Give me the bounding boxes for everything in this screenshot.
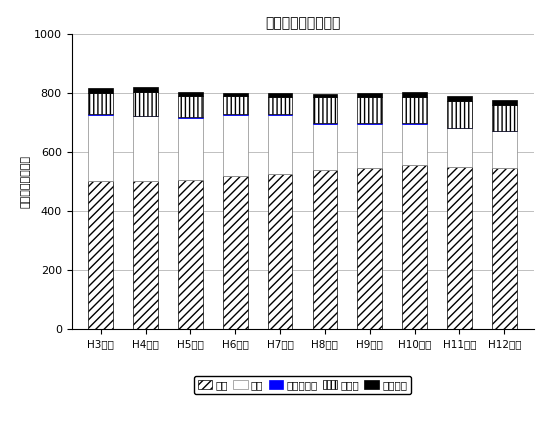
Bar	[133, 181, 158, 329]
Bar	[89, 88, 113, 93]
Bar	[358, 93, 382, 97]
Bar	[268, 174, 293, 329]
Title: ごみ処理形態の推移: ごみ処理形態の推移	[265, 16, 340, 30]
Bar	[178, 180, 203, 329]
Bar	[178, 118, 203, 180]
Bar	[312, 124, 337, 170]
Bar	[268, 114, 293, 115]
Bar	[178, 96, 203, 117]
Bar	[223, 115, 248, 176]
Bar	[268, 93, 293, 97]
Bar	[402, 123, 427, 124]
Bar	[312, 94, 337, 97]
Bar	[178, 117, 203, 118]
Bar	[358, 124, 382, 168]
Bar	[89, 181, 113, 329]
Bar	[268, 97, 293, 114]
Bar	[447, 101, 472, 128]
Bar	[358, 168, 382, 329]
Bar	[492, 131, 516, 168]
Bar	[133, 87, 158, 92]
Bar	[89, 114, 113, 115]
Bar	[223, 114, 248, 115]
Bar	[402, 92, 427, 97]
Bar	[312, 97, 337, 123]
Bar	[223, 96, 248, 114]
Bar	[492, 168, 516, 329]
Bar	[402, 124, 427, 165]
Bar	[312, 123, 337, 124]
Bar	[178, 92, 203, 96]
Bar	[358, 97, 382, 123]
Bar	[223, 176, 248, 329]
Bar	[89, 115, 113, 181]
Bar	[447, 167, 472, 329]
Bar	[492, 100, 516, 105]
Y-axis label: 処理量（ｔ／年）: 処理量（ｔ／年）	[21, 155, 31, 208]
Bar	[447, 96, 472, 101]
Bar	[268, 115, 293, 174]
Bar	[402, 97, 427, 123]
Bar	[312, 170, 337, 329]
Bar	[89, 93, 113, 114]
Bar	[133, 116, 158, 181]
Bar	[447, 128, 472, 167]
Bar	[492, 105, 516, 131]
Bar	[133, 92, 158, 116]
Bar	[402, 165, 427, 329]
Legend: 焼却, 埋立, 高速堆肚化, その他, 自家処理: 焼却, 埋立, 高速堆肚化, その他, 自家処理	[194, 376, 411, 394]
Bar	[358, 123, 382, 124]
Bar	[223, 93, 248, 96]
